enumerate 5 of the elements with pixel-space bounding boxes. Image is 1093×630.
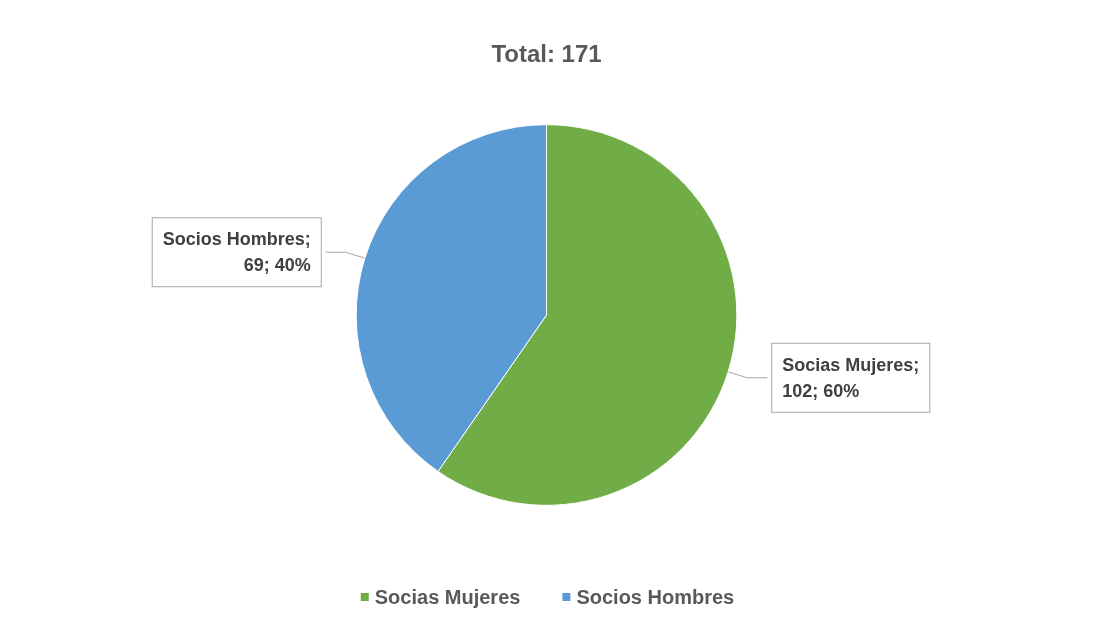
data-label: Socias Mujeres; 102; 60% [782,354,920,401]
legend-label: Socios Hombres [576,586,735,608]
data-label: Socios Hombres; 69; 40% [162,229,311,276]
legend-label: Socias Mujeres [374,586,521,608]
chart-title: Total: 171 [491,39,602,67]
